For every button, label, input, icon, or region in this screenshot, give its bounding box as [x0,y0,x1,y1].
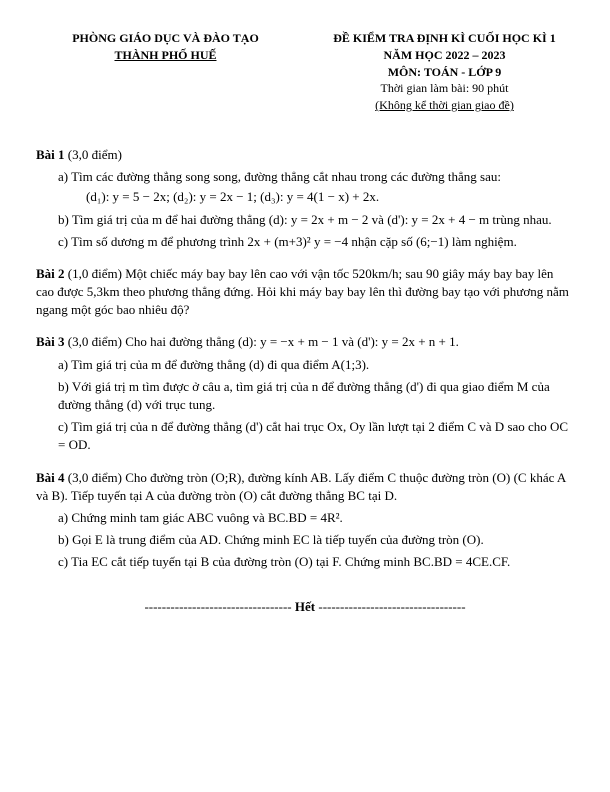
q3-part-b: b) Với giá trị m tìm được ở câu a, tìm g… [58,378,574,414]
q1-title: Bài 1 (3,0 điểm) [36,146,574,164]
q1-part-b: b) Tìm giá trị của m để hai đường thẳng … [58,211,574,229]
exam-header: PHÒNG GIÁO DỤC VÀ ĐÀO TẠO THÀNH PHỐ HUẾ … [36,30,574,114]
exam-title-line: ĐỀ KIỂM TRA ĐỊNH KÌ CUỐI HỌC KÌ 1 [315,30,574,47]
q2-title: Bài 2 (1,0 điểm) Một chiếc máy bay bay l… [36,265,574,320]
q3-label: Bài 3 [36,334,65,349]
city-line: THÀNH PHỐ HUẾ [36,47,295,64]
dashes-left: ---------------------------------- [144,599,291,614]
q4-part-c: c) Tia EC cắt tiếp tuyến tại B của đường… [58,553,574,571]
end-label: Hết [292,599,319,614]
school-year-line: NĂM HỌC 2022 – 2023 [315,47,574,64]
subject-line: MÔN: TOÁN - LỚP 9 [315,64,574,81]
dept-line: PHÒNG GIÁO DỤC VÀ ĐÀO TẠO [36,30,295,47]
dashes-right: ---------------------------------- [318,599,465,614]
header-right-block: ĐỀ KIỂM TRA ĐỊNH KÌ CUỐI HỌC KÌ 1 NĂM HỌ… [315,30,574,114]
end-marker: ---------------------------------- Hết -… [36,598,574,616]
q4-points: (3,0 điểm) [65,470,126,485]
q4-part-a: a) Chứng minh tam giác ABC vuông và BC.B… [58,509,574,527]
q2-points: (1,0 điểm) [65,266,126,281]
note-line: (Không kể thời gian giao đề) [315,97,574,114]
q1-part-c: c) Tìm số dương m để phương trình 2x + (… [58,233,574,251]
q3-part-c: c) Tìm giá trị của n để đường thẳng (d')… [58,418,574,454]
q1-label: Bài 1 [36,147,65,162]
q4-part-b: b) Gọi E là trung điểm của AD. Chứng min… [58,531,574,549]
q3-points: (3,0 điểm) [65,334,126,349]
q4-label: Bài 4 [36,470,65,485]
q1-part-a: a) Tìm các đường thẳng song song, đường … [58,168,574,186]
q2-label: Bài 2 [36,266,65,281]
q4-title: Bài 4 (3,0 điểm) Cho đường tròn (O;R), đ… [36,469,574,505]
q3-part-a: a) Tìm giá trị của m để đường thẳng (d) … [58,356,574,374]
q1-part-a-equations: (d₁): y = 5 − 2x; (d₂): y = 2x − 1; (d₃)… [86,188,574,206]
exam-body: Bài 1 (3,0 điểm) a) Tìm các đường thẳng … [36,146,574,616]
q1-points: (3,0 điểm) [65,147,122,162]
duration-line: Thời gian làm bài: 90 phút [315,80,574,97]
q3-title: Bài 3 (3,0 điểm) Cho hai đường thẳng (d)… [36,333,574,351]
q3-intro: Cho hai đường thẳng (d): y = −x + m − 1 … [125,334,459,349]
header-left-block: PHÒNG GIÁO DỤC VÀ ĐÀO TẠO THÀNH PHỐ HUẾ [36,30,295,114]
